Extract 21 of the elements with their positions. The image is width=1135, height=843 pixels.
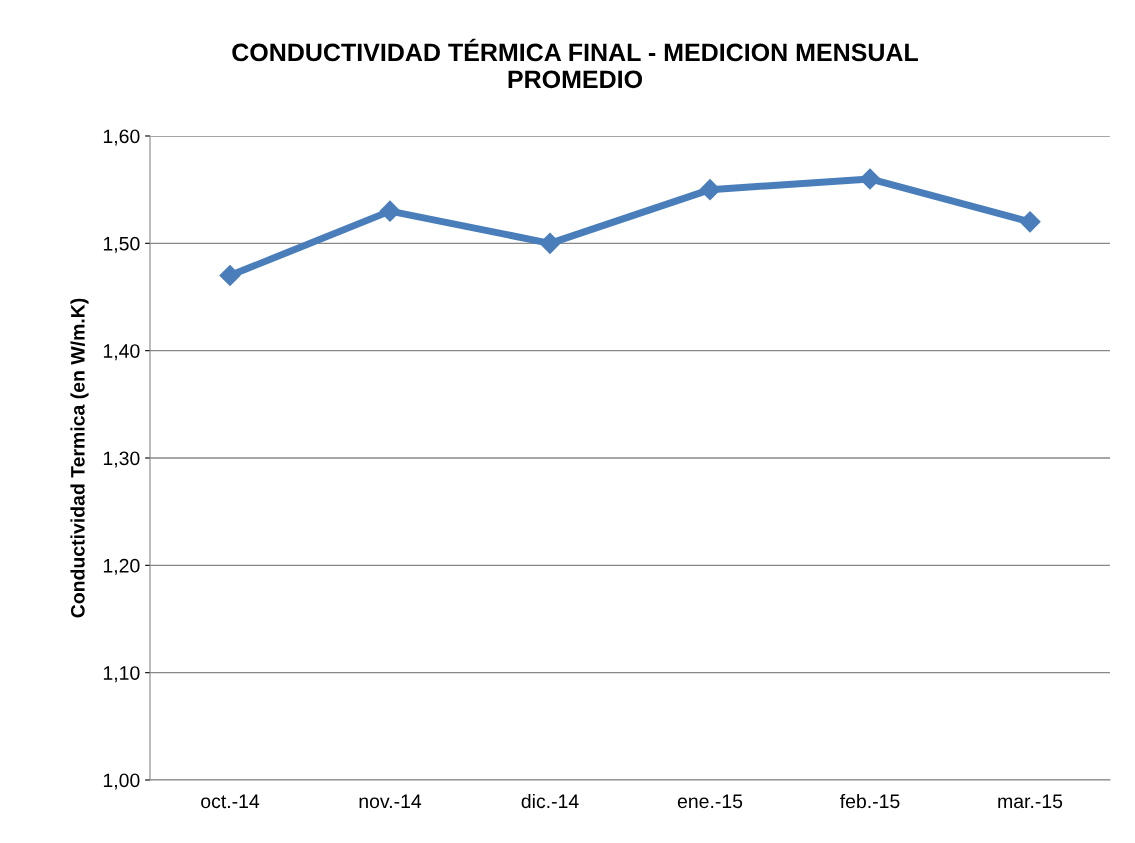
point: [859, 168, 881, 190]
y-tick-label: 1,00: [103, 773, 140, 790]
x-tick-label: nov.-14: [359, 794, 422, 809]
point: [1019, 211, 1041, 233]
point: [219, 265, 241, 287]
y-tick-label: 1,30: [103, 451, 140, 468]
chart-title: CONDUCTIVIDAD TÉRMICA FINAL - MEDICION MENSUAL PROMEDIO: [232, 38, 918, 89]
x-tick-label: mar.-15: [998, 794, 1063, 809]
y-tick-label: 1,60: [103, 129, 140, 146]
y-tick-label: 1,40: [103, 344, 140, 361]
y-tick-label: 1,50: [103, 236, 140, 253]
y-tick-label: 1,20: [103, 558, 140, 575]
x-tick-label: oct.-14: [201, 794, 260, 809]
x-tick-label: feb.-15: [840, 793, 900, 809]
x-tick-label: dic.-14: [521, 793, 579, 809]
y-axis-title: Conductividad Termica (en W/m.K): [70, 298, 89, 618]
point: [699, 179, 721, 201]
point: [379, 200, 401, 222]
point: [539, 232, 561, 254]
y-tick-label: 1,10: [103, 666, 140, 683]
x-tick-label: ene.-15: [677, 794, 743, 809]
